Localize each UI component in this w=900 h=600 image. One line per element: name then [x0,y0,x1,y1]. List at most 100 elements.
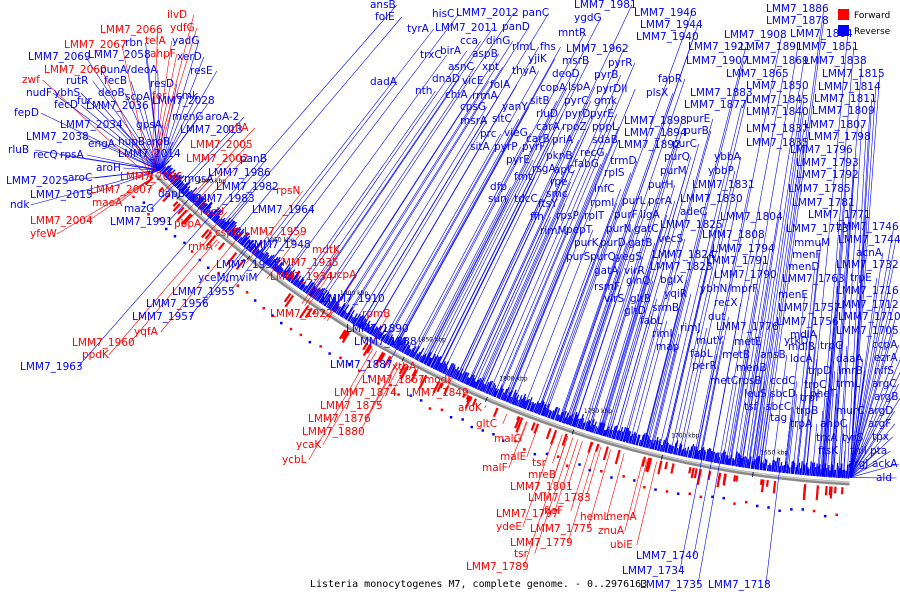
reverse-feature [196,197,206,208]
gene-label: ycaK [296,439,322,451]
leader-line [644,279,688,447]
leader-line [826,370,836,477]
gene-label: xpt [482,61,499,73]
gene-label: ackA [872,458,898,470]
gene-label: virS [604,293,624,305]
reverse-feature [407,349,412,356]
reverse-feature [603,429,607,437]
kbp-tick [246,255,251,261]
reverse-feature [705,449,709,462]
leader-line [741,341,762,467]
forward-feature [378,352,386,363]
gene-label: LMM7_2060 [44,64,107,76]
reverse-feature [358,321,364,329]
gene-label: LMM7_2069 [28,51,91,63]
forward-feature [398,363,406,375]
reverse-feature [565,417,570,425]
forward-feature [204,231,213,240]
reverse-feature [834,469,837,478]
reverse-feature [269,256,279,268]
leader-line [786,380,798,473]
reverse-feature [303,279,313,293]
leader-line [498,113,618,398]
leader-line [545,12,693,417]
gene-label: rimI [652,328,673,340]
reverse-feature [165,171,172,179]
feature-mark [622,475,625,478]
leader-line [803,334,818,475]
leader-line [208,211,228,233]
reverse-feature [430,356,437,368]
reverse-feature [234,228,245,241]
leader-line [442,126,564,373]
leader-line [300,50,468,289]
reverse-feature [472,381,477,388]
gene-label: recQ [33,149,58,161]
leader-line [523,229,594,408]
reverse-feature [475,377,482,390]
forward-feature [382,355,392,369]
leader-line [190,178,212,201]
gene-label: hupB [118,136,145,148]
feature-mark [245,291,249,294]
reverse-feature [200,203,209,212]
gene-label: mreB [528,469,556,481]
gene-label: rluD [536,108,558,120]
gene-label: rsgA [532,163,556,175]
leader-line [739,60,805,466]
gene-label: mdtK [312,244,341,256]
reverse-feature [773,461,777,472]
gene-label: daaA [836,353,864,365]
gene-label: gatA [594,265,619,277]
gene-label: LMM7_1837 [746,123,809,135]
gene-label: ndk [10,199,30,211]
leader-line [391,366,406,394]
feature-mark [756,504,759,508]
reverse-feature [197,200,206,209]
reverse-feature [213,215,220,223]
gene-label: tdcC [514,193,538,205]
forward-feature [217,242,226,251]
reverse-feature [187,193,194,200]
feature-mark [348,363,352,366]
reverse-feature [168,172,177,182]
gene-label: LMM7_2034 [60,119,123,131]
reverse-feature [280,263,291,277]
forward-feature [172,203,182,212]
reverse-feature [272,259,281,270]
leader-line [478,181,571,390]
reverse-feature [263,258,269,264]
reverse-feature [439,361,446,373]
gene-label: pyrC [564,95,589,107]
leader-line [849,463,899,478]
gene-label: gatC [634,223,659,235]
leader-line [734,248,771,466]
leader-line [203,248,248,305]
reverse-feature [319,296,325,304]
gene-label: punA/deoA [100,64,158,76]
leader-line [129,239,218,344]
leader-line [541,172,632,415]
gene-label: ybhN/mprF [700,283,758,295]
leader-line [425,87,568,365]
gene-label: LMM7_2028 [152,95,215,107]
reverse-feature [232,228,242,239]
feature-mark [545,452,549,456]
reverse-feature [722,451,727,465]
forward-feature [492,407,499,418]
feature-mark [299,333,303,337]
forward-feature [468,396,473,402]
forward-feature [760,479,765,493]
reverse-feature [373,325,382,338]
reverse-feature [590,424,595,433]
leader-line [759,8,825,470]
leader-line [87,178,152,222]
leader-line [228,232,243,250]
gene-label: LMM7_1877 [684,99,747,111]
leader-line [419,375,423,381]
reverse-feature [294,280,300,287]
reverse-feature [810,462,814,476]
gene-label: malE [500,451,526,463]
gene-label: sdaB [592,134,618,146]
